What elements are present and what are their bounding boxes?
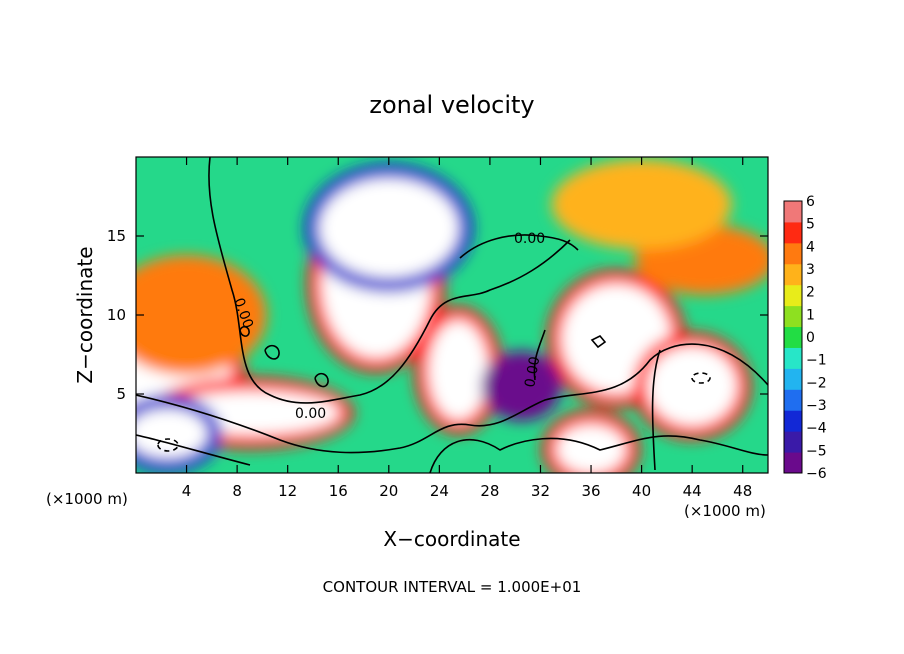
- y-axis: 5 10 15: [107, 227, 768, 403]
- x-unit-left: (×1000 m): [46, 490, 128, 508]
- zero-contours: [136, 157, 768, 473]
- colorbar-swatch-3: [784, 389, 802, 411]
- y-tick-label-0: 5: [116, 385, 126, 403]
- x-tick-label-10: 44: [683, 482, 702, 500]
- zero-contour-upper-left: [208, 157, 571, 404]
- x-tick-label-5: 24: [430, 482, 449, 500]
- zero-contour-bottom: [136, 434, 768, 473]
- colorbar-swatch-10: [784, 242, 802, 265]
- contour-label-1: 0.00: [514, 231, 545, 247]
- contour-interval-note: CONTOUR INTERVAL = 1.000E+01: [323, 578, 582, 596]
- contour-label-2: 0.00: [295, 406, 326, 422]
- contour-vortex-3: [590, 335, 607, 349]
- zero-contour-mid: [459, 234, 579, 259]
- velocity-field: [136, 159, 768, 473]
- field-feature-12: [551, 159, 732, 250]
- colorbar-swatch-2: [784, 410, 802, 432]
- field-feature-3: [428, 320, 489, 421]
- zero-contour-lower: [136, 343, 768, 454]
- colorbar-label-9: −3: [806, 398, 827, 414]
- colorbar-label-11: −5: [806, 443, 827, 459]
- colorbar-label-2: 4: [806, 239, 815, 255]
- plot-area: 0.00 0.00 0.00 0.00: [136, 157, 768, 473]
- colorbar-swatch-0: [784, 452, 802, 474]
- field-feature-7: [136, 408, 208, 459]
- colorbar-swatch-6: [784, 326, 802, 348]
- x-tick-label-3: 16: [329, 482, 348, 500]
- colorbar-swatch-7: [784, 305, 802, 328]
- colorbar-label-3: 3: [806, 262, 815, 278]
- x-tick-label-9: 40: [632, 482, 651, 500]
- x-tick-label-8: 36: [581, 482, 600, 500]
- x-tick-label-2: 12: [278, 482, 297, 500]
- colorbar-label-1: 5: [806, 217, 815, 233]
- y-tick-label-2: 15: [107, 227, 126, 245]
- x-tick-label-1: 8: [232, 482, 242, 500]
- x-tick-label-7: 32: [531, 482, 550, 500]
- colorbar-label-8: −2: [806, 375, 827, 391]
- field-feature-8: [318, 178, 459, 279]
- x-unit-right: (×1000 m): [684, 502, 766, 520]
- colorbar-label-6: 0: [806, 330, 815, 346]
- colorbar-label-7: −1: [806, 353, 827, 369]
- colorbar: 6 5 4 3 2 1 0 −1 −2 −3 −4 −5 −6: [783, 194, 827, 482]
- x-tick-label-0: 4: [182, 482, 192, 500]
- colorbar-label-12: −6: [806, 466, 827, 482]
- field-feature-5: [647, 346, 738, 427]
- colorbar-swatch-11: [784, 221, 802, 244]
- x-tick-label-6: 28: [480, 482, 499, 500]
- chart-title: zonal velocity: [369, 91, 534, 119]
- field-feature-6: [556, 424, 627, 473]
- colorbar-label-10: −4: [806, 421, 827, 437]
- colorbar-swatch-8: [784, 284, 802, 307]
- contour-vortex-2: [691, 372, 711, 384]
- colorbar-frame: [783, 200, 803, 474]
- zero-contour-right: [533, 329, 661, 471]
- colorbar-label-0: 6: [806, 194, 815, 210]
- colorbar-swatch-9: [784, 263, 802, 286]
- y-tick-label-1: 10: [107, 306, 126, 324]
- field-feature-11: [136, 255, 267, 375]
- colorbar-swatch-5: [784, 347, 802, 369]
- colorbar-label-5: 1: [806, 307, 815, 323]
- contour-small-loops: [239, 325, 329, 388]
- field-feature-9: [481, 351, 562, 422]
- y-axis-label: Z−coordinate: [73, 246, 97, 383]
- colorbar-swatch-4: [784, 368, 802, 390]
- colorbar-label-4: 2: [806, 285, 815, 301]
- colorbar-swatch-12: [784, 201, 802, 223]
- x-axis-label: X−coordinate: [383, 527, 520, 551]
- contour-label-4: 0.00: [522, 355, 543, 388]
- x-axis: 4 8 12 16 20 24 28 32 36 40 44 48: [182, 157, 752, 500]
- x-tick-label-11: 48: [733, 482, 752, 500]
- colorbar-swatch-1: [784, 431, 802, 453]
- x-tick-label-4: 20: [379, 482, 398, 500]
